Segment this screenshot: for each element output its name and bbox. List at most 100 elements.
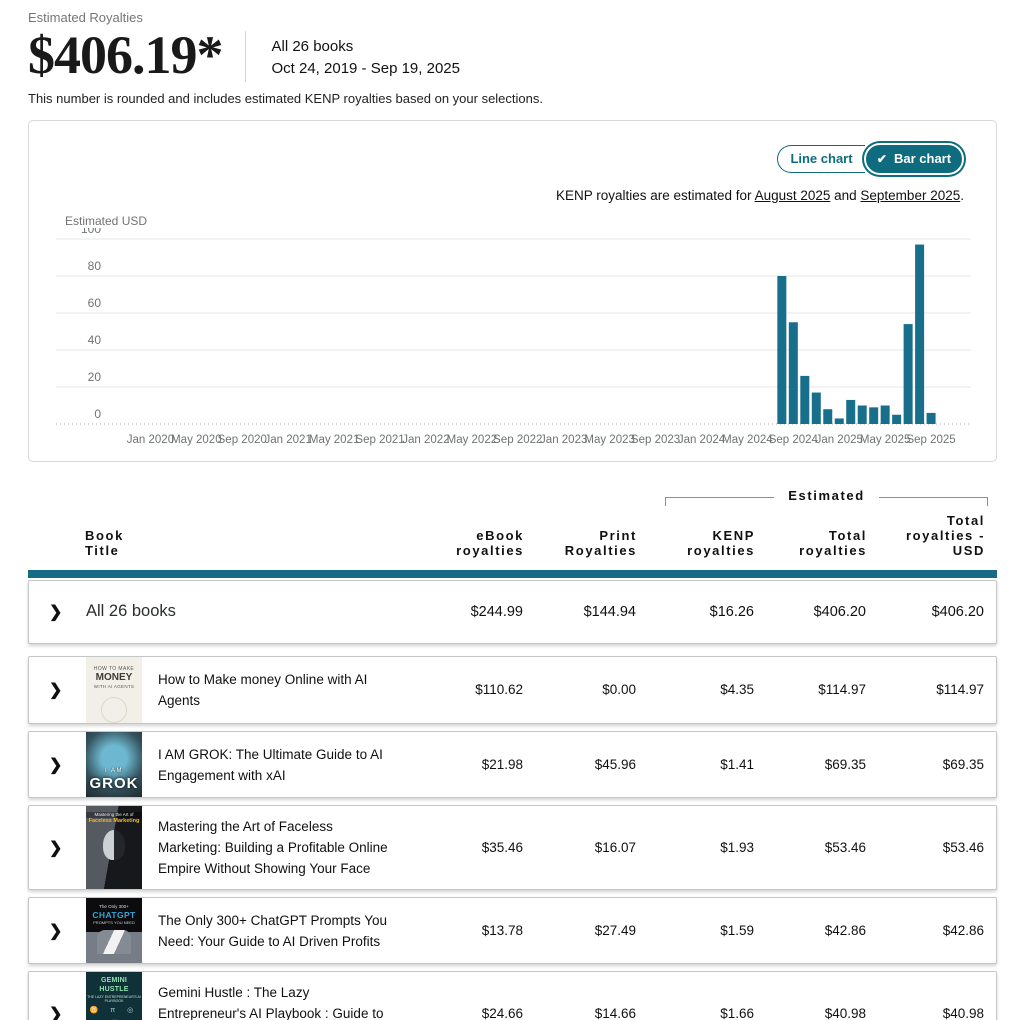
table-row[interactable]: ❯ HOW TO MAKE MONEY WITH AI AGENTS How to … bbox=[28, 655, 997, 725]
svg-text:May 2024: May 2024 bbox=[722, 434, 773, 446]
svg-text:Jan 2022: Jan 2022 bbox=[402, 434, 449, 446]
kenp-estimate-note: KENP royalties are estimated for August … bbox=[555, 187, 964, 203]
svg-text:0: 0 bbox=[94, 407, 101, 421]
print-royalties-value: $144.94 bbox=[583, 603, 636, 620]
book-title: How to Make money Online with AI Agents bbox=[158, 671, 368, 708]
svg-text:Jan 2024: Jan 2024 bbox=[678, 434, 726, 446]
print-royalties-value: $14.66 bbox=[594, 1006, 636, 1020]
book-cover-thumbnail: The Only 300+ CHATGPT PROMPTS YOU NEED bbox=[86, 898, 142, 964]
svg-text:May 2021: May 2021 bbox=[309, 434, 360, 446]
amount-row: $406.19* All 26 books Oct 24, 2019 - Sep… bbox=[28, 27, 997, 84]
total-royalties-value: $53.46 bbox=[824, 840, 866, 856]
book-cover-thumbnail: I AM GROK bbox=[86, 732, 142, 798]
bar-chart-button[interactable]: ✔ Bar chart bbox=[866, 144, 962, 173]
svg-text:May 2025: May 2025 bbox=[860, 434, 911, 446]
september-2025-link[interactable]: September 2025 bbox=[860, 187, 961, 203]
svg-text:Sep 2021: Sep 2021 bbox=[355, 434, 404, 446]
svg-text:Jan 2021: Jan 2021 bbox=[265, 434, 312, 446]
chevron-right-icon[interactable]: ❯ bbox=[49, 922, 63, 940]
august-2025-link[interactable]: August 2025 bbox=[754, 187, 831, 203]
ebook-royalties-value: $24.66 bbox=[481, 1006, 523, 1020]
y-axis-title: Estimated USD bbox=[65, 213, 148, 228]
total-royalties-usd-value: $406.20 bbox=[931, 603, 984, 620]
ebook-royalties-value: $21.98 bbox=[481, 757, 523, 773]
svg-text:May 2023: May 2023 bbox=[584, 434, 635, 446]
all-books-row[interactable]: ❯ All 26 books $244.99 $144.94 $16.26 $4… bbox=[28, 579, 997, 644]
rounding-note: This number is rounded and includes esti… bbox=[28, 90, 543, 106]
kenp-royalties-value: $4.35 bbox=[720, 682, 754, 698]
total-royalties-usd-value: $69.35 bbox=[942, 757, 984, 773]
kenp-royalties-value: $1.41 bbox=[720, 757, 754, 773]
book-cover-thumbnail: HOW TO MAKE MONEY WITH AI AGENTS bbox=[86, 656, 142, 724]
line-chart-button[interactable]: Line chart bbox=[777, 144, 865, 173]
svg-text:May 2020: May 2020 bbox=[171, 434, 222, 446]
book-title: I AM GROK: The Ultimate Guide to AI Enga… bbox=[158, 746, 383, 783]
total-royalties-usd-value: $53.46 bbox=[942, 840, 984, 856]
estimated-columns-bracket: Estimated bbox=[665, 488, 988, 512]
books-scope: All 26 books bbox=[271, 38, 354, 55]
ebook-royalties-value: $13.78 bbox=[481, 923, 523, 939]
svg-text:Sep 2022: Sep 2022 bbox=[493, 434, 542, 446]
svg-text:Jan 2025: Jan 2025 bbox=[816, 434, 863, 446]
book-cover-thumbnail: GEMINI HUSTLE THE LAZY ENTREPRENEUR'S AI … bbox=[86, 972, 142, 1020]
estimated-royalties-label: Estimated Royalties bbox=[28, 10, 143, 25]
table-header: Estimated Book Title eBook royalties Print… bbox=[28, 488, 997, 578]
svg-text:20: 20 bbox=[88, 370, 102, 384]
kenp-royalties-value: $1.59 bbox=[720, 923, 754, 939]
total-royalties-usd-value: $42.86 bbox=[942, 923, 984, 939]
table-row[interactable]: ❯ Mastering the Art of Faceless Marketing… bbox=[28, 805, 997, 891]
chevron-right-icon[interactable]: ❯ bbox=[49, 603, 63, 621]
book-title: Gemini Hustle : The Lazy Entrepreneur's … bbox=[158, 985, 384, 1020]
ebook-royalties-value: $35.46 bbox=[481, 840, 523, 856]
svg-text:Sep 2024: Sep 2024 bbox=[769, 434, 819, 446]
ebook-royalties-value: $244.99 bbox=[470, 603, 523, 620]
svg-text:80: 80 bbox=[88, 259, 102, 273]
kenp-royalties-value: $1.93 bbox=[720, 840, 754, 856]
print-royalties-value: $45.96 bbox=[594, 757, 636, 773]
book-title: The Only 300+ ChatGPT Prompts You Need: … bbox=[158, 912, 388, 949]
svg-text:Sep 2020: Sep 2020 bbox=[218, 434, 267, 446]
date-range: Oct 24, 2019 - Sep 19, 2025 bbox=[271, 60, 460, 77]
total-royalties-usd-value: $114.97 bbox=[936, 682, 984, 698]
header-accent-bar bbox=[28, 569, 997, 578]
chevron-right-icon[interactable]: ❯ bbox=[49, 839, 63, 857]
estimated-group-label: Estimated bbox=[788, 487, 865, 503]
svg-text:Jan 2020: Jan 2020 bbox=[127, 434, 174, 446]
total-royalties-usd-value: $40.98 bbox=[942, 1006, 984, 1020]
chevron-right-icon[interactable]: ❯ bbox=[49, 756, 63, 774]
ebook-royalties-value: $110.62 bbox=[475, 682, 523, 698]
book-title: Mastering the Art of Faceless Marketing:… bbox=[158, 819, 388, 877]
svg-text:60: 60 bbox=[88, 296, 102, 310]
check-icon: ✔ bbox=[876, 151, 887, 166]
print-royalties-value: $0.00 bbox=[602, 682, 636, 698]
book-rows: ❯ HOW TO MAKE MONEY WITH AI AGENTS How to … bbox=[28, 655, 997, 1020]
kenp-royalties-value: $16.26 bbox=[709, 603, 754, 620]
table-row[interactable]: ❯ The Only 300+ CHATGPT PROMPTS YOU NEED T… bbox=[28, 897, 997, 965]
table-row[interactable]: ❯ I AM GROK I AM GROK: The Ultimate Guide… bbox=[28, 731, 997, 799]
chevron-right-icon[interactable]: ❯ bbox=[49, 1005, 63, 1020]
book-title-header: Book Title bbox=[85, 528, 124, 559]
total-royalties-value: $40.98 bbox=[824, 1006, 866, 1020]
svg-text:Sep 2023: Sep 2023 bbox=[631, 434, 680, 446]
total-royalties-amount: $406.19* bbox=[28, 25, 223, 85]
total-royalties-value: $114.97 bbox=[818, 682, 866, 698]
vertical-divider bbox=[244, 31, 246, 82]
total-royalties-value: $69.35 bbox=[824, 757, 866, 773]
all-books-label: All 26 books bbox=[86, 602, 176, 621]
svg-text:May 2022: May 2022 bbox=[447, 434, 498, 446]
chevron-right-icon[interactable]: ❯ bbox=[49, 681, 63, 699]
column-header: KENP royalties bbox=[687, 528, 755, 559]
column-header: Print Royalties bbox=[564, 528, 637, 559]
svg-text:100: 100 bbox=[81, 228, 101, 236]
print-royalties-value: $16.07 bbox=[594, 840, 636, 856]
column-header: eBook royalties bbox=[456, 528, 524, 559]
table-row[interactable]: ❯ GEMINI HUSTLE THE LAZY ENTREPRENEUR'S A… bbox=[28, 971, 997, 1020]
svg-text:Jan 2023: Jan 2023 bbox=[540, 434, 587, 446]
book-cover-thumbnail: Mastering the Art of Faceless Marketing bbox=[86, 806, 142, 890]
chart-type-toggle: Line chart ✔ Bar chart bbox=[777, 144, 962, 173]
print-royalties-value: $27.49 bbox=[594, 923, 636, 939]
total-royalties-value: $406.20 bbox=[813, 603, 866, 620]
svg-text:40: 40 bbox=[88, 333, 102, 347]
